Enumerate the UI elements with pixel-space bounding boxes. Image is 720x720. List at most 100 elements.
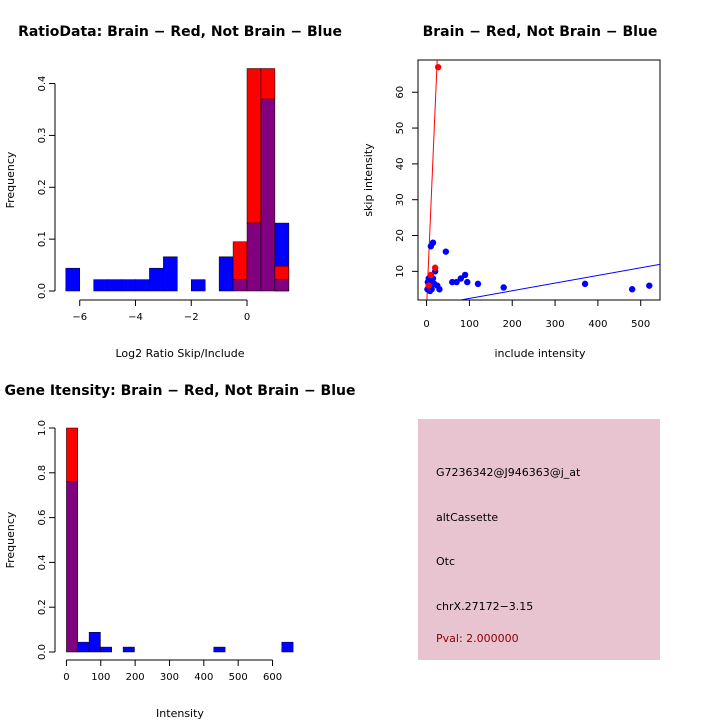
- scatter-point-brain: [425, 282, 432, 289]
- ratio-histogram-bar: [274, 265, 290, 280]
- scatter-x-tick-label: 400: [588, 319, 607, 330]
- intensity-histogram-x-tick-label: 400: [194, 672, 213, 683]
- ratio-histogram-bar: [260, 68, 276, 100]
- intensity-histogram-xlabel: Intensity: [156, 707, 204, 720]
- scatter-point-not-brain: [461, 271, 469, 279]
- ratio-histogram-bar: [107, 279, 122, 292]
- scatter-ylabel: skip intensity: [362, 143, 375, 217]
- scatter-point-not-brain: [500, 284, 507, 291]
- info-panel: G7236342@J946363@j_at altCassette Otc ch…: [418, 419, 660, 660]
- scatter-y-axis: 10 20 30 40 50 60: [395, 86, 418, 278]
- scatter-plot-box: [417, 59, 661, 301]
- scatter-y-tick-label: 60: [395, 86, 406, 99]
- info-pval: Pval: 2.000000: [436, 632, 519, 645]
- intensity-histogram-bars: [66, 427, 294, 653]
- info-event-type: altCassette: [436, 511, 498, 524]
- scatter-x-tick-label: 100: [460, 319, 479, 330]
- intensity-histogram-x-tick-label: 200: [126, 672, 145, 683]
- ratio-histogram-y-tick-label: 0.2: [37, 179, 48, 195]
- info-location: chrX.27172−3.15: [436, 600, 533, 613]
- scatter-point-not-brain: [628, 286, 636, 293]
- scatter-fit-line-not-brain: [457, 263, 660, 300]
- ratio-histogram-bar: [121, 279, 136, 292]
- intensity-histogram-y-tick-label: 0.0: [37, 644, 48, 660]
- intensity-histogram-x-tick-label: 300: [160, 672, 179, 683]
- intensity-histogram-y-tick-label: 0.2: [37, 599, 48, 615]
- intensity-histogram-bar: [213, 646, 226, 653]
- intensity-histogram-y-tick-label: 1.0: [37, 420, 48, 436]
- intensity-histogram-bar: [77, 641, 90, 653]
- scatter-y-tick-label: 40: [395, 158, 406, 171]
- scatter-x-tick-label: 200: [503, 319, 522, 330]
- scatter-x-tick-label: 500: [631, 319, 650, 330]
- ratio-histogram-bars: [65, 68, 290, 292]
- ratio-histogram-panel: RatioData: Brain − Red, Not Brain − Blue…: [4, 24, 342, 360]
- ratio-histogram-x-tick-label: −4: [128, 312, 143, 323]
- ratio-histogram-overlap-bar: [246, 222, 262, 292]
- intensity-histogram-y-tick-label: 0.8: [37, 465, 48, 481]
- intensity-histogram-x-tick-label: 0: [63, 672, 69, 683]
- scatter-x-tick-label: 300: [546, 319, 565, 330]
- ratio-histogram-x-tick-label: −2: [184, 312, 199, 323]
- ratio-histogram-bar: [149, 267, 164, 292]
- intensity-histogram-y-tick-label: 0.4: [37, 554, 48, 570]
- ratio-histogram-y-tick-label: 0.3: [37, 127, 48, 143]
- intensity-histogram-y-axis: 0.0 0.2 0.4 0.6 0.8 1.0: [37, 420, 56, 660]
- ratio-histogram-bar: [135, 279, 150, 292]
- ratio-histogram-y-tick-label: 0.1: [37, 231, 48, 247]
- ratio-histogram-x-tick-label: −6: [72, 312, 87, 323]
- scatter-point-not-brain: [429, 239, 437, 246]
- intensity-histogram-bar: [100, 646, 113, 653]
- scatter-y-tick-label: 20: [395, 229, 406, 242]
- scatter-x-axis: 0 100 200 300 400 500: [423, 300, 650, 330]
- scatter-point-brain: [434, 63, 442, 71]
- ratio-histogram-x-tick-label: 0: [244, 312, 250, 323]
- scatter-point-not-brain: [474, 280, 482, 288]
- scatter-point-brain: [427, 271, 435, 279]
- scatter-point-not-brain: [442, 248, 450, 255]
- scatter-title: Brain − Red, Not Brain − Blue: [423, 24, 658, 40]
- intensity-histogram-bar: [281, 641, 294, 653]
- scatter-xlabel: include intensity: [494, 347, 586, 360]
- ratio-histogram-bar: [163, 256, 178, 292]
- ratio-histogram-title: RatioData: Brain − Red, Not Brain − Blue: [18, 24, 342, 40]
- ratio-histogram-bar: [232, 241, 248, 280]
- intensity-histogram-x-tick-label: 100: [91, 672, 110, 683]
- ratio-histogram-bar: [218, 256, 234, 292]
- scatter-y-tick-label: 10: [395, 265, 406, 278]
- scatter-y-tick-label: 30: [395, 193, 406, 206]
- intensity-histogram-bar: [66, 427, 79, 483]
- ratio-histogram-overlap-bar: [260, 98, 276, 292]
- intensity-histogram-ylabel: Frequency: [4, 511, 17, 568]
- info-panel-background: [418, 419, 660, 660]
- scatter-point-not-brain: [453, 278, 460, 286]
- scatter-fit-lines: [426, 60, 660, 300]
- intensity-histogram-title: Gene Itensity: Brain − Red, Not Brain − …: [5, 383, 356, 399]
- ratio-histogram-y-axis: 0.0 0.1 0.2 0.3 0.4: [37, 76, 56, 299]
- intensity-histogram-x-axis: 0 100 200 300 400 500 600: [63, 659, 282, 683]
- intensity-histogram-overlap-bar: [66, 481, 79, 653]
- scatter-point-brain: [431, 264, 439, 271]
- ratio-histogram-bar: [191, 279, 206, 292]
- scatter-panel: Brain − Red, Not Brain − Blue include in…: [362, 24, 661, 360]
- scatter-x-tick-label: 0: [423, 319, 429, 330]
- ratio-histogram-overlap-bar: [274, 279, 290, 292]
- scatter-point-not-brain: [581, 280, 589, 288]
- ratio-histogram-bar: [93, 279, 108, 292]
- scatter-point-not-brain: [431, 280, 438, 288]
- intensity-histogram-bar: [88, 632, 101, 653]
- ratio-histogram-bar: [65, 267, 80, 292]
- scatter-point-not-brain: [457, 275, 465, 282]
- info-probe-id: G7236342@J946363@j_at: [436, 466, 581, 479]
- scatter-point-not-brain: [646, 282, 653, 289]
- scatter-y-tick-label: 50: [395, 122, 406, 135]
- ratio-histogram-y-tick-label: 0.4: [37, 76, 48, 92]
- ratio-histogram-bar: [246, 68, 262, 224]
- intensity-histogram-bar: [122, 646, 135, 653]
- ratio-histogram-y-tick-label: 0.0: [37, 283, 48, 299]
- scatter-point-not-brain: [436, 286, 443, 293]
- scatter-points: [424, 63, 653, 295]
- scatter-point-not-brain: [464, 278, 471, 286]
- intensity-histogram-y-tick-label: 0.6: [37, 510, 48, 526]
